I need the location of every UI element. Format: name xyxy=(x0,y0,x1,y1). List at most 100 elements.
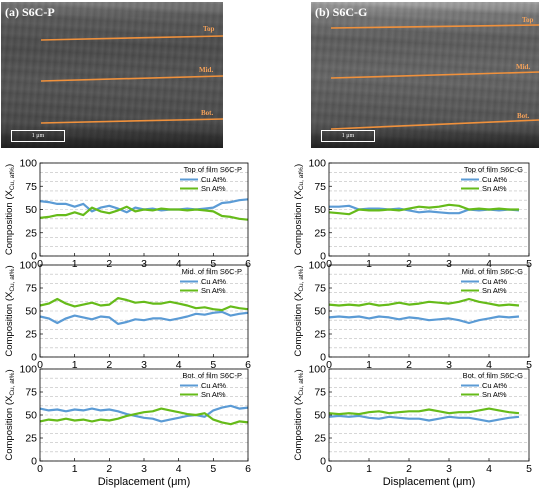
x-tick-label: 2 xyxy=(106,258,112,270)
legend-label: Sn At% xyxy=(482,184,507,193)
x-tick-label: 5 xyxy=(526,258,532,270)
chart-title: Top of film S6C-P xyxy=(184,165,242,174)
y-tick-label: 100 xyxy=(19,158,37,170)
chart-title: Mid. of film S6C-P xyxy=(182,267,242,276)
sem-image-s6c-g: (b) S6C-G Top Mid. Bot. 1 μm xyxy=(311,2,539,148)
scale-bar: 1 μm xyxy=(11,130,65,142)
legend-label: Sn At% xyxy=(482,390,507,399)
sem-substrate-band xyxy=(1,126,223,148)
chart-title: Bot. of film S6C-P xyxy=(182,371,242,380)
x-tick-label: 3 xyxy=(446,463,452,475)
y-axis-label: Composition (XCu, at%) xyxy=(293,369,305,460)
sn-series-line xyxy=(39,205,249,221)
cu-series-line xyxy=(328,315,520,325)
x-axis-label: Displacement (μm) xyxy=(383,476,476,488)
x-tick-label: 0 xyxy=(326,463,332,475)
legend-label: Cu At% xyxy=(201,381,226,390)
y-tick-label: 100 xyxy=(308,364,326,376)
x-tick-label: 2 xyxy=(106,359,112,371)
legend-label: Cu At% xyxy=(482,277,507,286)
y-tick-label: 25 xyxy=(25,433,37,445)
y-tick-label: 25 xyxy=(25,227,37,239)
legend-label: Cu At% xyxy=(201,277,226,286)
sn-series-line xyxy=(39,407,249,426)
x-tick-label: 6 xyxy=(245,463,251,475)
x-tick-label: 1 xyxy=(72,258,78,270)
sn-series-line xyxy=(328,407,520,416)
x-tick-label: 0 xyxy=(326,359,332,371)
y-tick-label: 75 xyxy=(314,181,326,193)
legend-label: Sn At% xyxy=(201,184,226,193)
y-tick-label: 100 xyxy=(19,260,37,272)
x-tick-label: 4 xyxy=(486,359,492,371)
bot-line-label: Bot. xyxy=(517,112,530,120)
y-tick-label: 75 xyxy=(25,283,37,295)
sem-texture xyxy=(1,2,223,148)
legend-label: Sn At% xyxy=(482,286,507,295)
x-tick-label: 1 xyxy=(72,463,78,475)
y-tick-label: 25 xyxy=(314,329,326,341)
x-tick-label: 0 xyxy=(37,359,43,371)
y-tick-label: 50 xyxy=(25,204,37,216)
y-axis-label: Composition (XCu, at%) xyxy=(4,164,16,255)
legend-label: Cu At% xyxy=(482,381,507,390)
bot-profile-line xyxy=(330,119,539,130)
mid-line-label: Mid. xyxy=(199,66,214,74)
legend-label: Cu At% xyxy=(482,175,507,184)
sn-series-line xyxy=(328,203,519,216)
x-tick-label: 4 xyxy=(486,463,492,475)
x-axis-label: Displacement (μm) xyxy=(98,476,191,488)
y-tick-label: 75 xyxy=(314,283,326,295)
bot-profile-line xyxy=(40,118,223,124)
legend-label: Cu At% xyxy=(201,175,226,184)
cu-series-line xyxy=(39,404,249,423)
mid-profile-line xyxy=(40,75,223,82)
x-tick-label: 4 xyxy=(176,258,182,270)
x-tick-label: 0 xyxy=(326,258,332,270)
x-tick-label: 2 xyxy=(406,463,412,475)
sem-profile-lines xyxy=(330,24,539,130)
y-tick-label: 50 xyxy=(314,306,326,318)
sem-substrate-band xyxy=(311,126,539,148)
chart-2: 0 25 50 75 100 0 1 2 3 4 5 6 Bot. of film S6C-PCu At… xyxy=(4,364,251,488)
x-tick-label: 5 xyxy=(210,359,216,371)
x-tick-label: 3 xyxy=(446,258,452,270)
x-tick-label: 3 xyxy=(141,258,147,270)
x-tick-label: 4 xyxy=(486,258,492,270)
sem-image-s6c-p: (a) S6C-P Top Mid. Bot. 1 μm xyxy=(1,2,223,148)
sem-profile-lines xyxy=(40,35,223,124)
x-tick-label: 1 xyxy=(366,258,372,270)
panel-label: (b) S6C-G xyxy=(315,5,368,19)
x-tick-label: 3 xyxy=(141,463,147,475)
mid-line-label: Mid. xyxy=(516,63,531,71)
y-axis-label: Composition (XCu, at%) xyxy=(4,265,16,356)
x-tick-label: 1 xyxy=(366,359,372,371)
y-tick-label: 50 xyxy=(314,410,326,422)
y-axis-label: Composition (XCu, at%) xyxy=(293,265,305,356)
y-tick-label: 100 xyxy=(308,158,326,170)
y-tick-label: 50 xyxy=(25,410,37,422)
y-tick-label: 75 xyxy=(25,387,37,399)
sn-series-line xyxy=(39,297,249,312)
sn-series-line xyxy=(328,297,520,307)
chart-5: 0 25 50 75 100 0 1 2 3 4 5 Bot. of film S6C-GCu At%… xyxy=(293,364,532,488)
y-tick-label: 100 xyxy=(19,364,37,376)
chart-title: Bot. of film S6C-G xyxy=(463,371,524,380)
y-tick-label: 0 xyxy=(31,352,37,364)
x-tick-label: 5 xyxy=(210,258,216,270)
top-line-label: Top xyxy=(203,25,215,33)
y-tick-label: 100 xyxy=(308,260,326,272)
x-tick-label: 5 xyxy=(210,463,216,475)
x-tick-label: 1 xyxy=(72,359,78,371)
y-tick-label: 0 xyxy=(31,456,37,468)
x-tick-label: 3 xyxy=(141,359,147,371)
y-axis-label: Composition (XCu, at%) xyxy=(293,164,305,255)
y-tick-label: 25 xyxy=(25,329,37,341)
mid-profile-line xyxy=(330,71,539,79)
x-tick-label: 5 xyxy=(526,463,532,475)
x-tick-label: 2 xyxy=(106,463,112,475)
